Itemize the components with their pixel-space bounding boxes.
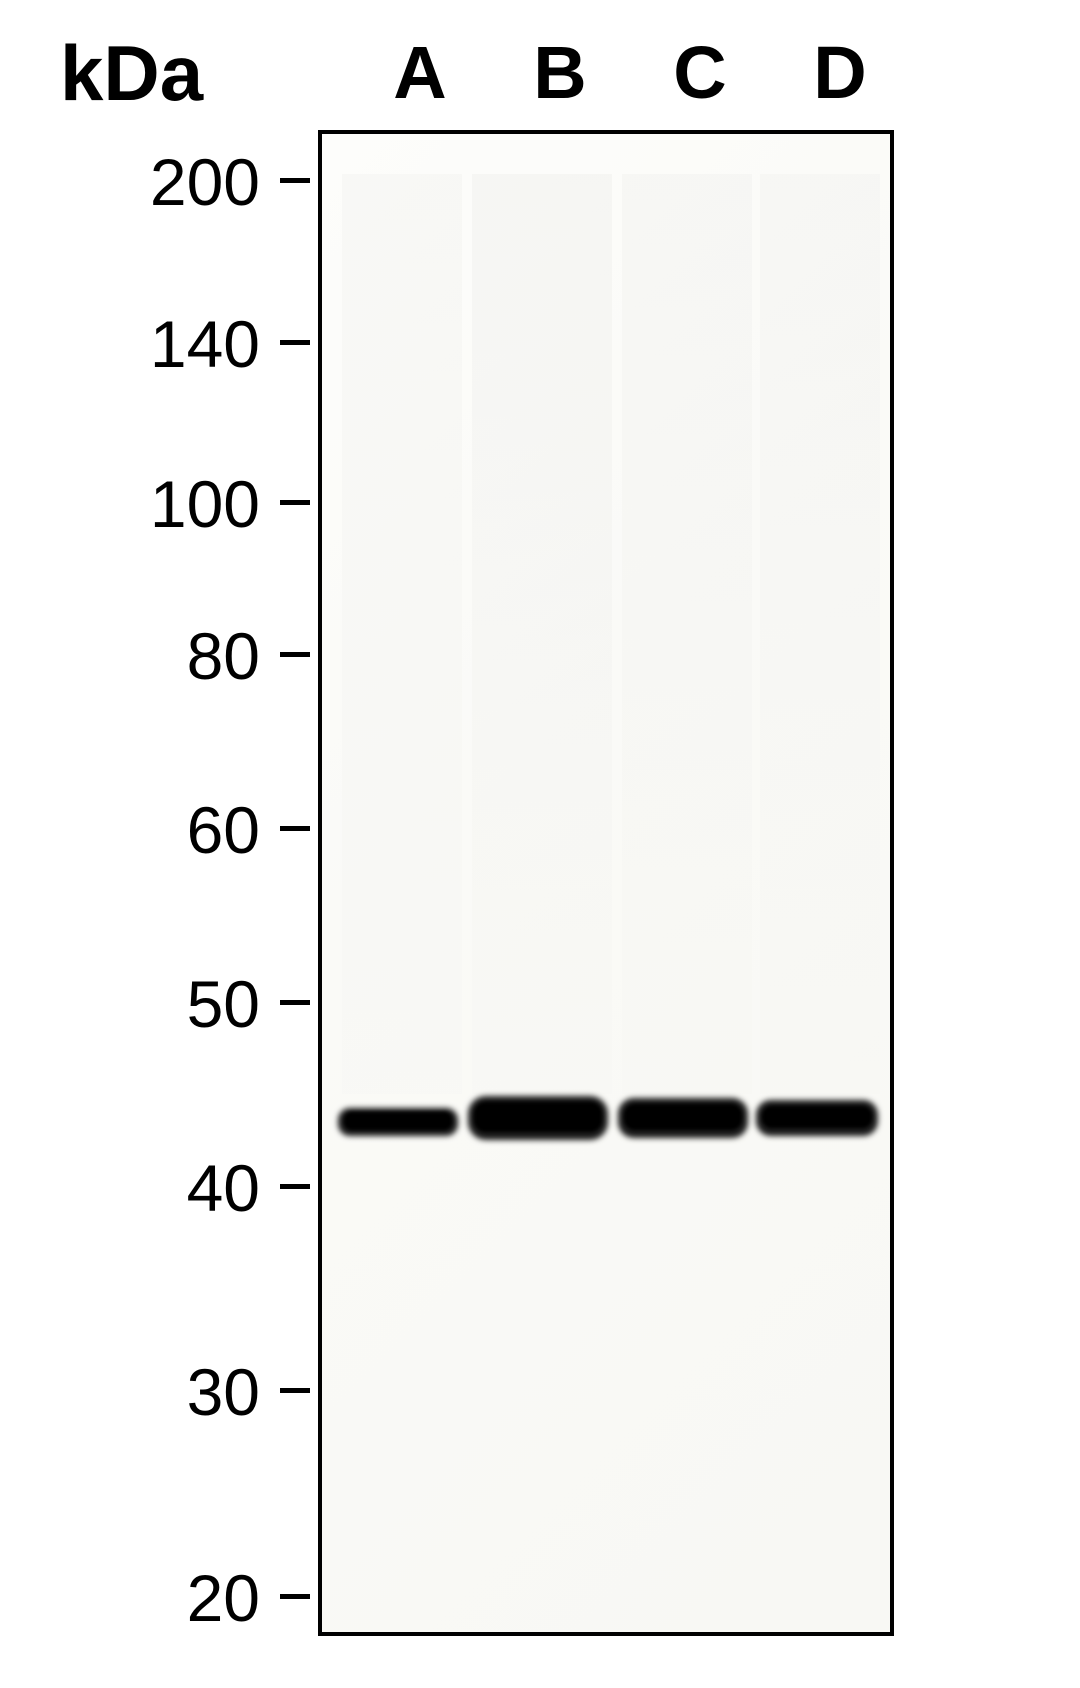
lane-label-b: B [530, 30, 590, 115]
ytick-mark [280, 826, 310, 831]
ytick-label-40: 40 [60, 1150, 260, 1226]
ytick-mark [280, 178, 310, 183]
lane-label-c: C [670, 30, 730, 115]
band-lane-a-core [344, 1112, 452, 1130]
ytick-mark [280, 500, 310, 505]
ytick-mark [280, 652, 310, 657]
ytick-label-60: 60 [60, 792, 260, 868]
western-blot-figure: kDa A B C D 200 140 100 80 60 50 40 30 2… [0, 0, 1080, 1688]
band-lane-b-core [474, 1102, 602, 1132]
ytick-label-100: 100 [60, 466, 260, 542]
ytick-label-140: 140 [60, 306, 260, 382]
yaxis-unit-label: kDa [60, 28, 203, 119]
band-lane-d-core [762, 1106, 872, 1128]
ytick-label-20: 20 [60, 1560, 260, 1636]
ytick-label-50: 50 [60, 966, 260, 1042]
ytick-label-30: 30 [60, 1354, 260, 1430]
ytick-label-80: 80 [60, 618, 260, 694]
ytick-mark [280, 1594, 310, 1599]
ytick-mark [280, 1388, 310, 1393]
lane-smear [622, 174, 752, 1094]
ytick-mark [280, 1000, 310, 1005]
ytick-mark [280, 340, 310, 345]
lane-smear [472, 174, 612, 1094]
blot-membrane [318, 130, 894, 1636]
lane-label-d: D [810, 30, 870, 115]
lane-smear [760, 174, 880, 1094]
ytick-label-200: 200 [60, 144, 260, 220]
lane-smear [342, 174, 462, 1094]
ytick-mark [280, 1184, 310, 1189]
lane-label-a: A [390, 30, 450, 115]
band-lane-c-core [624, 1104, 742, 1130]
